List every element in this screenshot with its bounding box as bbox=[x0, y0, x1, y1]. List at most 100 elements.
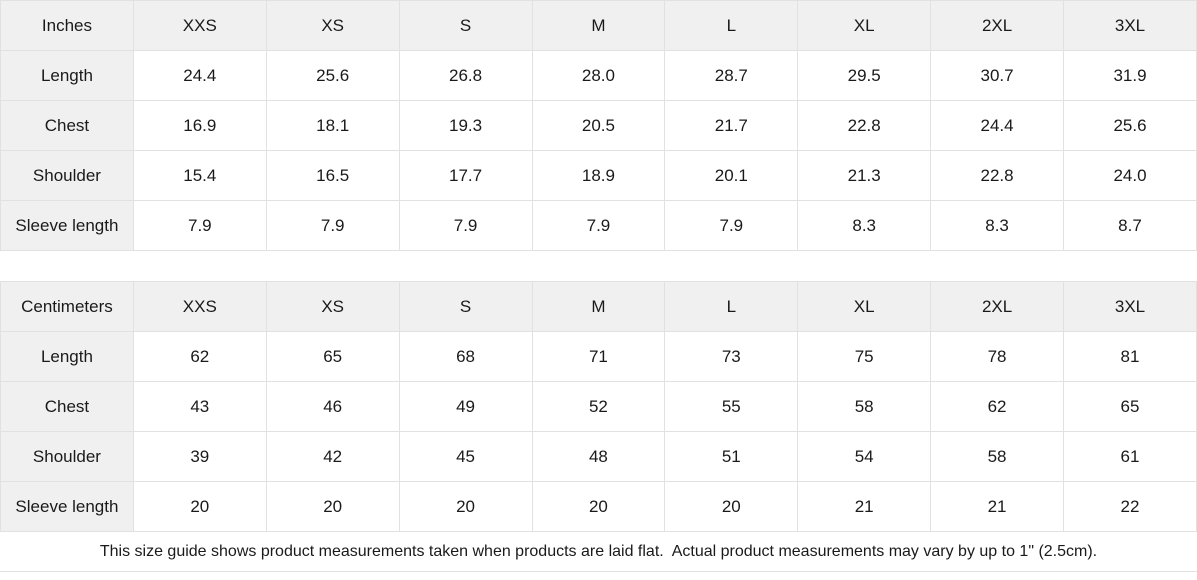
measurement-row: Length 24.4 25.6 26.8 28.0 28.7 29.5 30.7 31.9 bbox=[0, 50, 1197, 101]
measurement-value-cell: 20 bbox=[398, 481, 533, 532]
row-label-cell: Length bbox=[0, 331, 134, 382]
measurement-value-cell: 7.9 bbox=[132, 200, 267, 251]
size-header-cell: S bbox=[398, 281, 533, 332]
measurement-value-cell: 81 bbox=[1063, 331, 1197, 382]
measurement-value-cell: 73 bbox=[664, 331, 799, 382]
measurement-row: Shoulder 15.4 16.5 17.7 18.9 20.1 21.3 22.8 24.0 bbox=[0, 150, 1197, 201]
measurement-value-cell: 61 bbox=[1063, 431, 1197, 482]
measurement-value-cell: 20 bbox=[531, 481, 666, 532]
measurement-row: Chest 16.9 18.1 19.3 20.5 21.7 22.8 24.4 25.6 bbox=[0, 100, 1197, 151]
size-header-cell: XL bbox=[797, 0, 932, 51]
measurement-value-cell: 8.7 bbox=[1063, 200, 1197, 251]
measurement-value-cell: 16.5 bbox=[265, 150, 400, 201]
measurement-value-cell: 46 bbox=[265, 381, 400, 432]
row-label-cell: Shoulder bbox=[0, 431, 134, 482]
unit-label-cell: Centimeters bbox=[0, 281, 134, 332]
measurement-value-cell: 58 bbox=[930, 431, 1064, 482]
row-label-cell: Sleeve length bbox=[0, 481, 134, 532]
size-header-cell: M bbox=[531, 0, 666, 51]
size-header-cell: L bbox=[664, 281, 799, 332]
table-spacer bbox=[0, 251, 1197, 281]
measurement-value-cell: 75 bbox=[797, 331, 932, 382]
measurement-value-cell: 21 bbox=[930, 481, 1064, 532]
row-label-cell: Sleeve length bbox=[0, 200, 134, 251]
centimeters-size-table: Centimeters XXS XS S M L XL 2XL 3XL Length 62 65 68 7… bbox=[0, 281, 1197, 532]
measurement-value-cell: 26.8 bbox=[398, 50, 533, 101]
measurement-value-cell: 22.8 bbox=[797, 100, 932, 151]
row-label-cell: Shoulder bbox=[0, 150, 134, 201]
measurement-value-cell: 51 bbox=[664, 431, 799, 482]
measurement-value-cell: 21 bbox=[797, 481, 932, 532]
measurement-value-cell: 28.0 bbox=[531, 50, 666, 101]
measurement-value-cell: 19.3 bbox=[398, 100, 533, 151]
size-header-cell: M bbox=[531, 281, 666, 332]
unit-label-cell: Inches bbox=[0, 0, 134, 51]
measurement-value-cell: 20.1 bbox=[664, 150, 799, 201]
size-header-cell: L bbox=[664, 0, 799, 51]
size-header-cell: 2XL bbox=[930, 281, 1064, 332]
measurement-value-cell: 25.6 bbox=[1063, 100, 1197, 151]
measurement-value-cell: 24.4 bbox=[132, 50, 267, 101]
measurement-value-cell: 62 bbox=[132, 331, 267, 382]
measurement-value-cell: 42 bbox=[265, 431, 400, 482]
measurement-row: Length 62 65 68 71 73 75 78 81 bbox=[0, 331, 1197, 382]
measurement-value-cell: 65 bbox=[265, 331, 400, 382]
measurement-value-cell: 22 bbox=[1063, 481, 1197, 532]
measurement-value-cell: 48 bbox=[531, 431, 666, 482]
row-label-cell: Chest bbox=[0, 381, 134, 432]
measurement-value-cell: 7.9 bbox=[265, 200, 400, 251]
row-label-cell: Chest bbox=[0, 100, 134, 151]
measurement-value-cell: 28.7 bbox=[664, 50, 799, 101]
size-header-cell: 2XL bbox=[930, 0, 1064, 51]
size-header-cell: XXS bbox=[132, 281, 267, 332]
measurement-value-cell: 21.3 bbox=[797, 150, 932, 201]
measurement-value-cell: 31.9 bbox=[1063, 50, 1197, 101]
measurement-value-cell: 49 bbox=[398, 381, 533, 432]
size-header-cell: XL bbox=[797, 281, 932, 332]
measurement-value-cell: 7.9 bbox=[664, 200, 799, 251]
measurement-value-cell: 20 bbox=[664, 481, 799, 532]
measurement-value-cell: 22.8 bbox=[930, 150, 1064, 201]
measurement-row: Chest 43 46 49 52 55 58 62 65 bbox=[0, 381, 1197, 432]
measurement-row: Shoulder 39 42 45 48 51 54 58 61 bbox=[0, 431, 1197, 482]
size-table-header-row: Inches XXS XS S M L XL 2XL 3XL bbox=[0, 0, 1197, 51]
measurement-value-cell: 78 bbox=[930, 331, 1064, 382]
measurement-value-cell: 24.0 bbox=[1063, 150, 1197, 201]
measurement-value-cell: 52 bbox=[531, 381, 666, 432]
measurement-value-cell: 7.9 bbox=[531, 200, 666, 251]
size-table-header-row: Centimeters XXS XS S M L XL 2XL 3XL bbox=[0, 281, 1197, 332]
measurement-value-cell: 71 bbox=[531, 331, 666, 382]
measurement-value-cell: 45 bbox=[398, 431, 533, 482]
size-guide-footnote: This size guide shows product measuremen… bbox=[0, 532, 1197, 572]
size-header-cell: XS bbox=[265, 0, 400, 51]
measurement-value-cell: 58 bbox=[797, 381, 932, 432]
measurement-value-cell: 39 bbox=[132, 431, 267, 482]
size-header-cell: S bbox=[398, 0, 533, 51]
size-header-cell: 3XL bbox=[1063, 0, 1197, 51]
measurement-value-cell: 25.6 bbox=[265, 50, 400, 101]
measurement-value-cell: 20 bbox=[132, 481, 267, 532]
row-label-cell: Length bbox=[0, 50, 134, 101]
measurement-value-cell: 8.3 bbox=[930, 200, 1064, 251]
size-header-cell: 3XL bbox=[1063, 281, 1197, 332]
measurement-value-cell: 21.7 bbox=[664, 100, 799, 151]
measurement-value-cell: 8.3 bbox=[797, 200, 932, 251]
size-header-cell: XXS bbox=[132, 0, 267, 51]
measurement-row: Sleeve length 20 20 20 20 20 21 21 22 bbox=[0, 481, 1197, 532]
measurement-value-cell: 15.4 bbox=[132, 150, 267, 201]
measurement-value-cell: 43 bbox=[132, 381, 267, 432]
measurement-value-cell: 29.5 bbox=[797, 50, 932, 101]
measurement-value-cell: 7.9 bbox=[398, 200, 533, 251]
measurement-value-cell: 65 bbox=[1063, 381, 1197, 432]
size-header-cell: XS bbox=[265, 281, 400, 332]
measurement-value-cell: 62 bbox=[930, 381, 1064, 432]
inches-size-table: Inches XXS XS S M L XL 2XL 3XL Length 24.4 25.6 26.8… bbox=[0, 0, 1197, 251]
measurement-value-cell: 20.5 bbox=[531, 100, 666, 151]
measurement-value-cell: 16.9 bbox=[132, 100, 267, 151]
measurement-value-cell: 54 bbox=[797, 431, 932, 482]
measurement-value-cell: 18.1 bbox=[265, 100, 400, 151]
measurement-row: Sleeve length 7.9 7.9 7.9 7.9 7.9 8.3 8.3 8.7 bbox=[0, 200, 1197, 251]
measurement-value-cell: 18.9 bbox=[531, 150, 666, 201]
measurement-value-cell: 68 bbox=[398, 331, 533, 382]
